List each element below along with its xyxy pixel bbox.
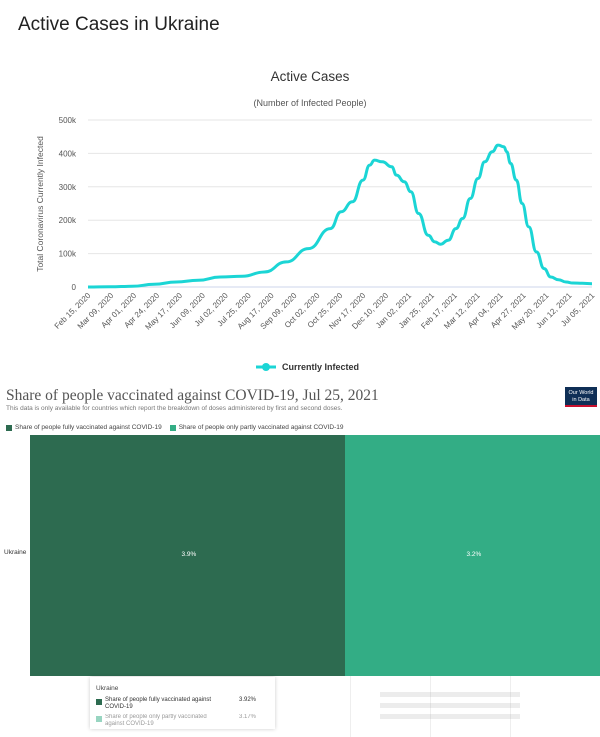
tooltip-title: Ukraine — [96, 685, 119, 692]
ghost-tooltip — [380, 686, 560, 731]
tooltip-swatch-fully — [96, 699, 102, 705]
grid-line — [430, 676, 431, 737]
legend-swatch-partly — [169, 424, 176, 431]
tooltip-swatch-partly — [96, 716, 102, 722]
bar-partly-vaccinated[interactable]: 3.2% — [345, 435, 600, 676]
legend-label: Currently Infected — [282, 362, 359, 372]
vaccination-chart: Share of people vaccinated against COVID… — [0, 377, 600, 737]
chart-subtitle: (Number of Infected People) — [253, 98, 366, 108]
active-cases-chart: Active Cases (Number of Infected People)… — [35, 69, 597, 372]
legend-label-partly: Share of people only partly vaccinated a… — [178, 424, 344, 431]
vaccination-chart-subtitle: This data is only available for countrie… — [6, 405, 343, 412]
tooltip-value-partly: 3.17% — [239, 714, 257, 720]
y-tick-label: 100k — [59, 250, 77, 259]
legend-label-fully: Share of people fully vaccinated against… — [15, 424, 162, 431]
category-label-ukraine: Ukraine — [4, 549, 27, 556]
y-tick-label: 300k — [59, 183, 77, 192]
page-title: Active Cases in Ukraine — [18, 14, 220, 35]
tooltip: Ukraine Share of people fully vaccinated… — [90, 677, 275, 729]
tooltip-label-fully: Share of people fully vaccinated against… — [105, 697, 212, 710]
owid-logo[interactable]: Our World in Data — [565, 387, 597, 407]
bar-fully-vaccinated[interactable]: 3.9% — [30, 435, 345, 676]
legend[interactable]: Currently Infected — [256, 362, 359, 372]
y-tick-label: 0 — [72, 283, 77, 292]
tooltip-value-fully: 3.92% — [239, 697, 257, 703]
chart-title: Active Cases — [271, 69, 350, 84]
owid-logo-line2: in Data — [572, 396, 590, 403]
tooltip-row-fully: Share of people fully vaccinated against… — [96, 697, 270, 711]
y-tick-label: 400k — [59, 149, 77, 158]
tooltip-row-partly: Share of people only partly vaccinated a… — [96, 714, 270, 728]
bar-label-partly: 3.2% — [466, 551, 482, 558]
y-axis-label: Total Coronavirus Currently Infected — [35, 136, 45, 272]
legend-dot-marker — [262, 363, 270, 371]
vaccination-legend: Share of people fully vaccinated against… — [6, 424, 351, 431]
legend-item-fully[interactable]: Share of people fully vaccinated against… — [6, 424, 162, 431]
legend-swatch-fully — [6, 424, 12, 431]
legend-item-partly[interactable]: Share of people only partly vaccinated a… — [169, 424, 344, 431]
series-line-currently-infected — [87, 143, 593, 289]
y-tick-label: 200k — [59, 216, 77, 225]
owid-logo-line1: Our World — [568, 390, 594, 396]
grid-line — [510, 676, 511, 737]
bar-label-fully: 3.9% — [181, 551, 197, 558]
vaccination-chart-title: Share of people vaccinated against COVID… — [6, 387, 379, 404]
tooltip-label-partly: Share of people only partly vaccinated a… — [105, 714, 207, 727]
grid-line — [350, 676, 351, 737]
y-tick-label: 500k — [59, 116, 77, 125]
